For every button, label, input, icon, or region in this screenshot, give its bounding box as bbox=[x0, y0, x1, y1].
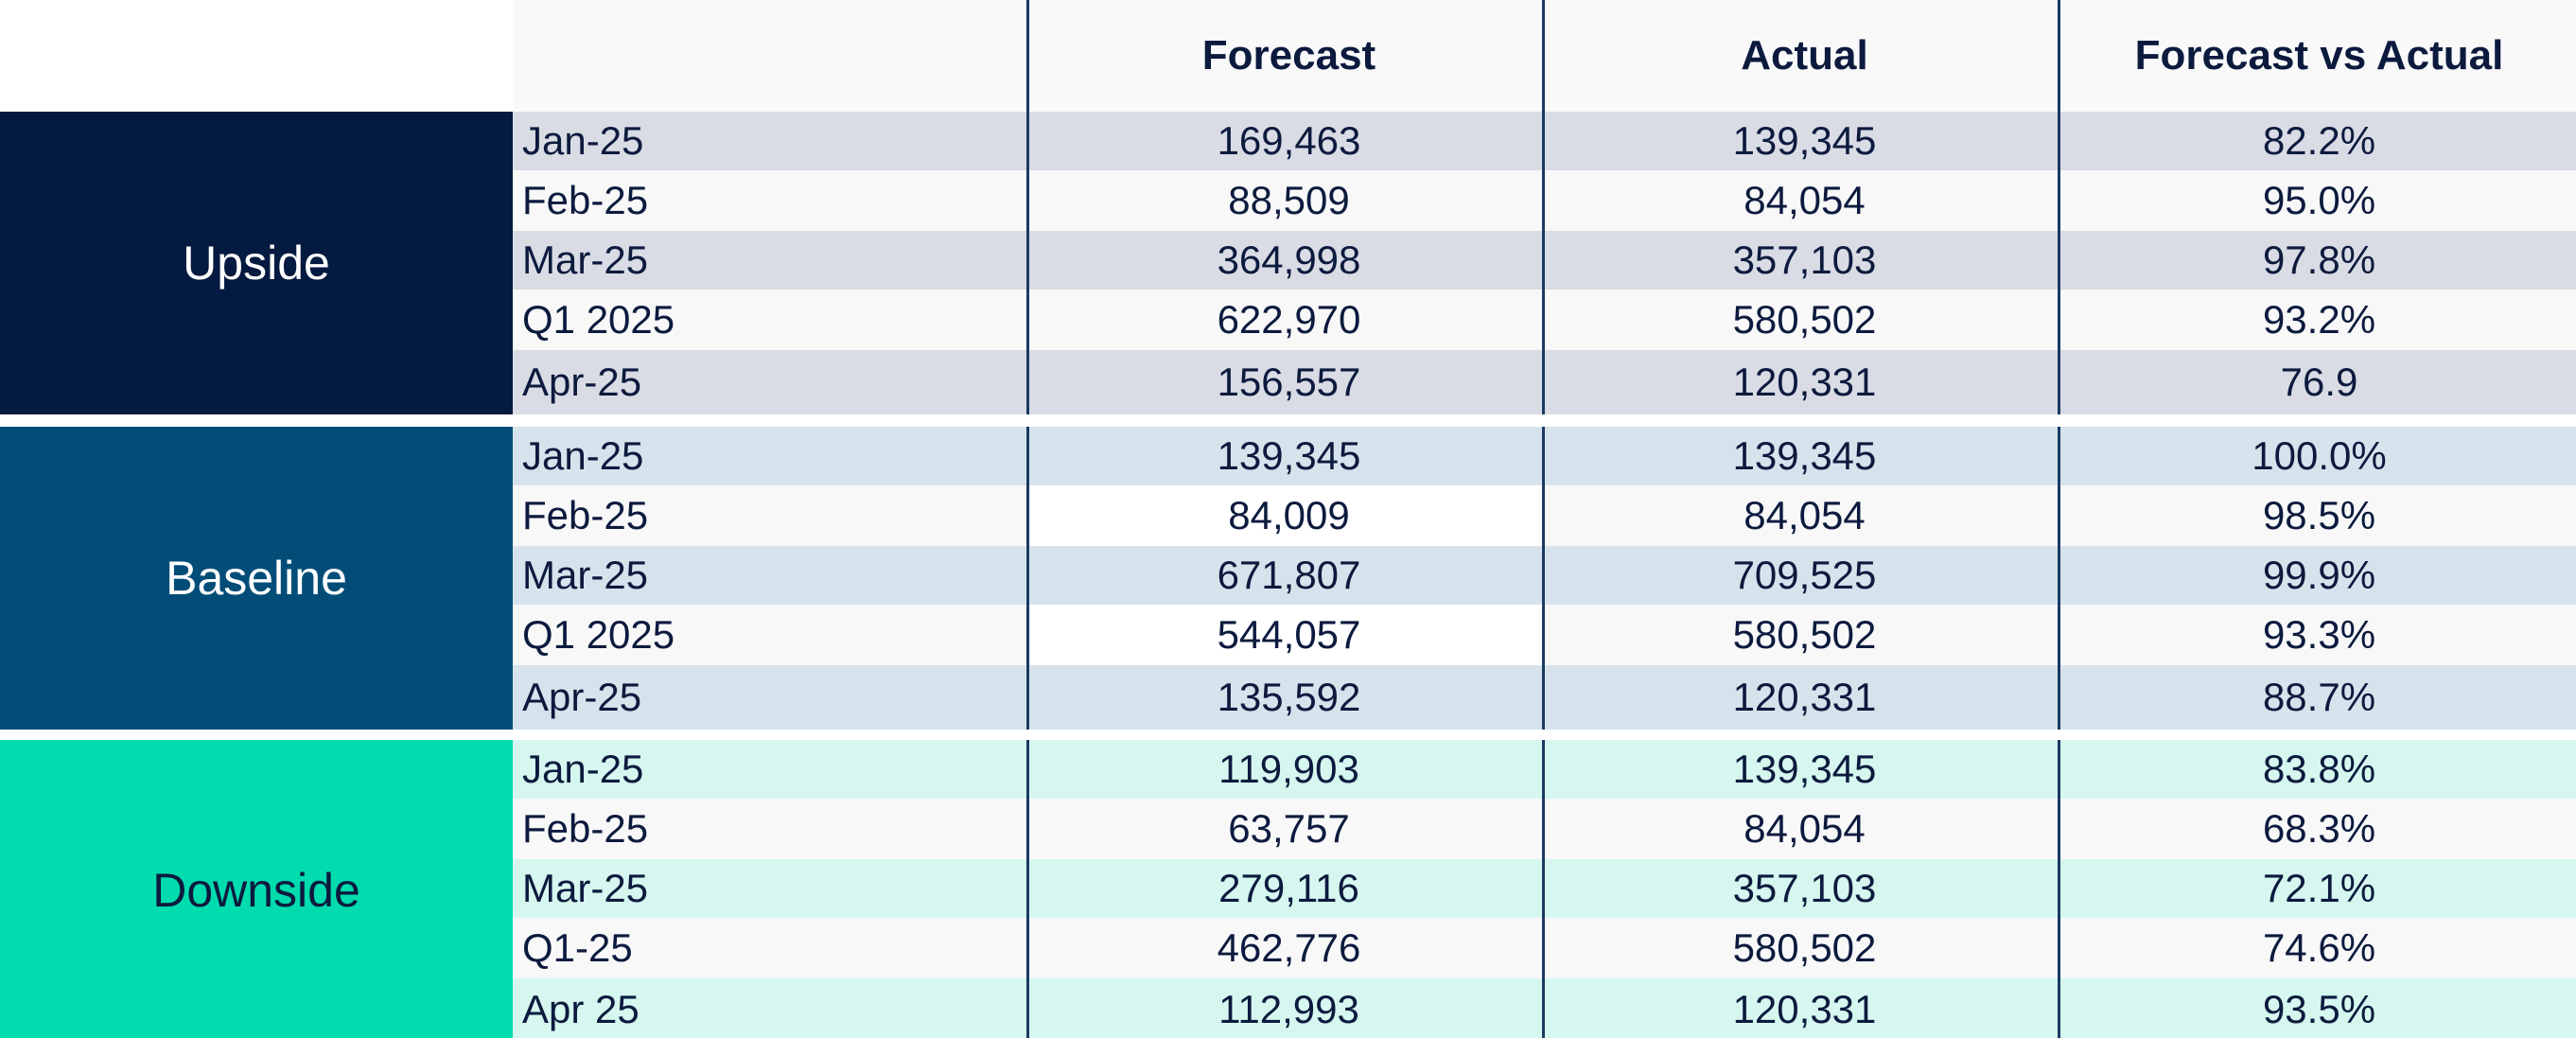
header-blank-cell bbox=[0, 0, 513, 112]
forecast-cell: 544,057 bbox=[1217, 612, 1361, 657]
forecast-cell: 88,509 bbox=[1228, 178, 1350, 222]
header-actual: Actual bbox=[1741, 32, 1868, 79]
period-cell: Q1 2025 bbox=[522, 297, 675, 342]
actual-cell: 139,345 bbox=[1732, 118, 1877, 163]
forecast-cell: 139,345 bbox=[1217, 433, 1361, 478]
period-cell: Mar-25 bbox=[522, 238, 649, 282]
actual-cell: 84,054 bbox=[1744, 493, 1866, 537]
period-cell: Feb-25 bbox=[522, 806, 649, 851]
period-cell: Apr-25 bbox=[522, 675, 642, 719]
variance-cell: 100.0% bbox=[2252, 433, 2387, 478]
forecast-cell: 156,557 bbox=[1217, 360, 1361, 404]
highlight-cell-bg bbox=[1031, 485, 1547, 546]
actual-cell: 357,103 bbox=[1732, 238, 1877, 282]
period-cell: Q1 2025 bbox=[522, 612, 675, 657]
highlight-cell-bg bbox=[1031, 605, 1547, 665]
forecast-cell: 119,903 bbox=[1218, 747, 1359, 791]
actual-cell: 139,345 bbox=[1732, 433, 1877, 478]
period-cell: Feb-25 bbox=[522, 493, 649, 537]
forecast-cell: 84,009 bbox=[1228, 493, 1350, 537]
column-divider bbox=[2058, 427, 2060, 730]
variance-cell: 88.7% bbox=[2262, 675, 2376, 719]
variance-cell: 95.0% bbox=[2262, 178, 2376, 222]
variance-cell: 99.9% bbox=[2262, 553, 2376, 597]
actual-cell: 139,345 bbox=[1732, 747, 1877, 791]
scenario-group-baseline: Jan-25 139,345 139,345 100.0% Feb-25 84,009 84… bbox=[0, 427, 2576, 730]
variance-cell: 93.5% bbox=[2262, 986, 2376, 1031]
variance-cell: 83.8% bbox=[2262, 747, 2376, 791]
column-divider bbox=[1542, 112, 1545, 414]
scenario-label-downside: Downside bbox=[0, 740, 513, 1038]
actual-cell: 84,054 bbox=[1744, 178, 1866, 222]
variance-cell: 82.2% bbox=[2262, 118, 2376, 163]
period-cell: Jan-25 bbox=[522, 433, 644, 478]
period-cell: Q1-25 bbox=[522, 925, 633, 970]
group-separator bbox=[0, 730, 2576, 740]
variance-cell: 76.9 bbox=[2280, 360, 2358, 404]
actual-cell: 84,054 bbox=[1744, 806, 1866, 851]
forecast-cell: 622,970 bbox=[1217, 297, 1361, 342]
actual-cell: 580,502 bbox=[1732, 612, 1877, 657]
variance-cell: 98.5% bbox=[2262, 493, 2376, 537]
column-divider bbox=[2058, 740, 2060, 1038]
variance-cell: 68.3% bbox=[2262, 806, 2376, 851]
actual-cell: 120,331 bbox=[1732, 986, 1877, 1031]
header-forecast-vs-actual: Forecast vs Actual bbox=[2134, 32, 2504, 79]
forecast-cell: 364,998 bbox=[1217, 238, 1361, 282]
forecast-cell: 462,776 bbox=[1217, 925, 1361, 970]
actual-cell: 357,103 bbox=[1732, 866, 1877, 910]
period-cell: Mar-25 bbox=[522, 553, 649, 597]
column-divider bbox=[1026, 740, 1029, 1038]
period-cell: Feb-25 bbox=[522, 178, 649, 222]
actual-cell: 120,331 bbox=[1732, 360, 1877, 404]
forecast-cell: 63,757 bbox=[1228, 806, 1350, 851]
period-cell: Jan-25 bbox=[522, 118, 644, 163]
actual-cell: 580,502 bbox=[1732, 297, 1877, 342]
column-divider bbox=[1026, 0, 1029, 112]
scenario-label-baseline: Baseline bbox=[0, 427, 513, 730]
period-cell: Jan-25 bbox=[522, 747, 644, 791]
column-divider bbox=[1026, 427, 1029, 730]
column-divider bbox=[1542, 427, 1545, 730]
variance-cell: 74.6% bbox=[2262, 925, 2376, 970]
variance-cell: 97.8% bbox=[2262, 238, 2376, 282]
scenario-group-upside: Jan-25 169,463 139,345 82.2% Feb-25 88,509 84,… bbox=[0, 112, 2576, 414]
forecast-cell: 671,807 bbox=[1217, 553, 1361, 597]
column-divider bbox=[2058, 112, 2060, 414]
group-separator bbox=[0, 414, 2576, 427]
forecast-cell: 135,592 bbox=[1217, 675, 1361, 719]
forecast-cell: 112,993 bbox=[1218, 986, 1359, 1031]
scenario-group-downside: Jan-25 119,903 139,345 83.8% Feb-25 63,757 84,… bbox=[0, 740, 2576, 1038]
period-cell: Apr-25 bbox=[522, 360, 642, 404]
actual-cell: 580,502 bbox=[1732, 925, 1877, 970]
forecast-cell: 279,116 bbox=[1218, 866, 1359, 910]
forecast-cell: 169,463 bbox=[1217, 118, 1361, 163]
column-divider bbox=[1542, 0, 1545, 112]
variance-cell: 93.2% bbox=[2262, 297, 2376, 342]
header-forecast: Forecast bbox=[1201, 32, 1376, 79]
period-cell: Apr 25 bbox=[522, 986, 640, 1031]
period-cell: Mar-25 bbox=[522, 866, 649, 910]
column-divider bbox=[1542, 740, 1545, 1038]
column-divider bbox=[1026, 112, 1029, 414]
variance-cell: 72.1% bbox=[2262, 866, 2376, 910]
actual-cell: 120,331 bbox=[1732, 675, 1877, 719]
column-divider bbox=[2058, 0, 2060, 112]
actual-cell: 709,525 bbox=[1732, 553, 1877, 597]
variance-cell: 93.3% bbox=[2262, 612, 2376, 657]
table-header: Forecast Actual Forecast vs Actual bbox=[0, 0, 2576, 112]
scenario-label-upside: Upside bbox=[0, 112, 513, 414]
